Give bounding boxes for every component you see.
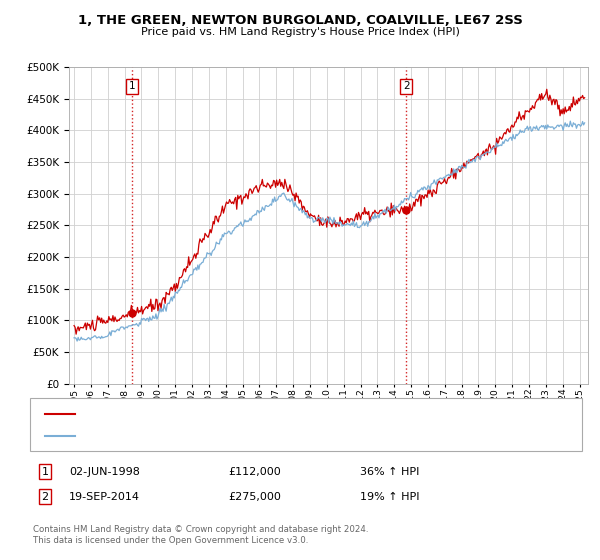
- Text: Price paid vs. HM Land Registry's House Price Index (HPI): Price paid vs. HM Land Registry's House …: [140, 27, 460, 37]
- Text: £275,000: £275,000: [228, 492, 281, 502]
- Text: 2: 2: [403, 81, 410, 91]
- Text: 1: 1: [41, 466, 49, 477]
- Text: Contains HM Land Registry data © Crown copyright and database right 2024.
This d: Contains HM Land Registry data © Crown c…: [33, 525, 368, 545]
- Text: 2: 2: [41, 492, 49, 502]
- Text: 19-SEP-2014: 19-SEP-2014: [69, 492, 140, 502]
- Text: 1: 1: [128, 81, 135, 91]
- Text: 1, THE GREEN, NEWTON BURGOLAND, COALVILLE, LE67 2SS (detached house): 1, THE GREEN, NEWTON BURGOLAND, COALVILL…: [81, 409, 466, 418]
- Text: HPI: Average price, detached house, North West Leicestershire: HPI: Average price, detached house, Nort…: [81, 431, 388, 441]
- Text: £112,000: £112,000: [228, 466, 281, 477]
- Text: 1, THE GREEN, NEWTON BURGOLAND, COALVILLE, LE67 2SS: 1, THE GREEN, NEWTON BURGOLAND, COALVILL…: [77, 14, 523, 27]
- Text: 02-JUN-1998: 02-JUN-1998: [69, 466, 140, 477]
- Text: 36% ↑ HPI: 36% ↑ HPI: [360, 466, 419, 477]
- Text: 19% ↑ HPI: 19% ↑ HPI: [360, 492, 419, 502]
